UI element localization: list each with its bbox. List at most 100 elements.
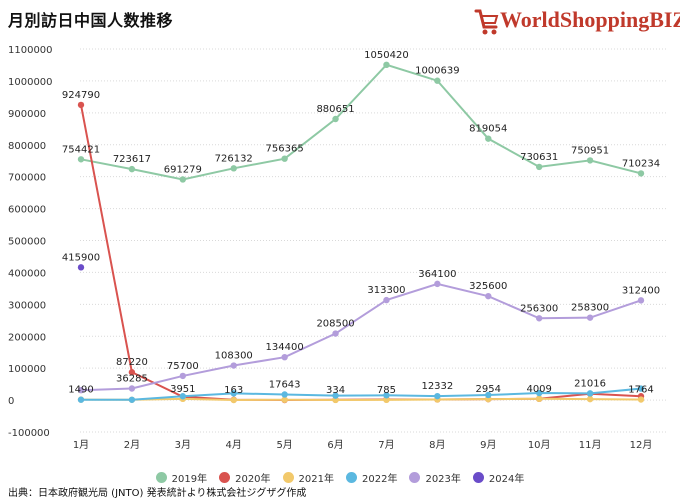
data-point [535, 163, 543, 171]
data-label: 691279 [164, 164, 202, 175]
legend-marker [472, 472, 484, 483]
y-tick-label: 900000 [8, 109, 46, 120]
data-label: 726132 [215, 153, 253, 164]
data-label: 750951 [571, 145, 609, 156]
data-point [485, 391, 492, 399]
y-tick-label: -100000 [8, 428, 50, 439]
data-point [332, 392, 339, 399]
series-line [80, 397, 642, 402]
y-tick-label: 1000000 [8, 77, 53, 88]
y-tick-label: 800000 [8, 141, 46, 152]
legend-marker [409, 472, 421, 483]
data-point [637, 396, 645, 403]
series-2022年 [77, 385, 645, 403]
data-label: 3951 [170, 384, 195, 395]
data-label: 12332 [421, 381, 453, 392]
data-point [128, 165, 136, 173]
data-label: 710234 [622, 158, 660, 169]
data-label: 2954 [476, 384, 501, 395]
series-2019年 [77, 61, 645, 183]
y-tick-label: 300000 [8, 300, 46, 311]
data-point [586, 157, 594, 164]
data-point [179, 393, 187, 400]
series-2023年 [77, 280, 645, 394]
y-tick-label: 1100000 [8, 45, 53, 56]
legend-item: 2024年 [472, 470, 524, 485]
y-tick-label: 500000 [8, 237, 46, 248]
legend-label: 2022年 [362, 474, 398, 485]
y-tick-label: 700000 [8, 173, 46, 184]
data-label: 364100 [418, 269, 456, 280]
data-label: 924790 [62, 90, 100, 101]
x-tick-label: 5月 [276, 439, 292, 451]
data-point [637, 385, 645, 392]
data-point [586, 390, 594, 397]
data-label: 134400 [266, 342, 304, 353]
data-point [586, 314, 594, 321]
data-label: 1764 [628, 385, 653, 396]
legend-marker [282, 472, 294, 483]
data-point [434, 77, 441, 84]
data-point [77, 101, 85, 109]
grid-lines [80, 48, 668, 433]
x-tick-label: 10月 [528, 439, 551, 451]
y-tick-label: 600000 [8, 205, 46, 216]
data-label: 756365 [266, 144, 304, 155]
data-point [77, 396, 85, 403]
legend-marker [155, 472, 167, 483]
x-tick-label: 9月 [480, 439, 496, 451]
source-note: 出典：日本政府観光局 (JNTO) 発表統計より株式会社ジグザグ作成 [8, 488, 307, 499]
series-line [80, 104, 642, 402]
y-tick-label: 400000 [8, 268, 46, 279]
chart-title: 月別訪日中国人数推移 [8, 11, 174, 30]
series-line [80, 63, 642, 181]
data-label: 723617 [113, 154, 151, 165]
data-point [586, 395, 594, 403]
data-point [77, 156, 85, 163]
series-2020年 [77, 101, 645, 404]
data-label: 36285 [116, 374, 148, 385]
data-point [281, 353, 288, 361]
data-label: 785 [377, 385, 396, 396]
x-tick-label: 4月 [226, 439, 242, 451]
data-label: 1490 [68, 385, 93, 396]
data-point [281, 155, 288, 162]
logo-text: WorldShopping [500, 7, 650, 32]
x-tick-label: 12月 [630, 439, 653, 451]
legend-item: 2020年 [219, 470, 271, 485]
data-point [383, 61, 390, 69]
x-tick-label: 7月 [378, 439, 394, 451]
data-label: 17643 [269, 379, 301, 390]
data-label: 87220 [116, 357, 148, 368]
data-label: 1000639 [415, 66, 460, 77]
series-2024年 [77, 264, 85, 271]
x-tick-label: 6月 [327, 439, 343, 451]
legend-label: 2019年 [171, 474, 208, 485]
data-point [485, 292, 492, 300]
logo-suffix: BIZ [649, 7, 680, 32]
data-point [383, 296, 390, 304]
data-point [535, 395, 543, 403]
data-label: 258300 [571, 303, 609, 314]
legend-item: 2021年 [282, 470, 334, 485]
data-labels: 754421 723617 691279 726132 756365 880651 1050… [62, 50, 660, 396]
data-label: 1050420 [364, 50, 409, 61]
data-label: 334 [326, 385, 345, 396]
data-label: 880651 [316, 104, 354, 115]
data-point [128, 369, 136, 376]
data-point [230, 362, 237, 369]
data-point [77, 264, 85, 271]
data-point [535, 389, 543, 397]
y-tick-label: 0 [8, 396, 14, 407]
data-point [485, 135, 492, 142]
data-point [383, 396, 390, 404]
data-point [179, 372, 187, 380]
data-label: 163 [224, 385, 243, 396]
y-tick-label: 100000 [8, 364, 46, 375]
x-tick-label: 8月 [429, 439, 445, 451]
series-line [80, 282, 642, 392]
x-tick-label: 11月 [579, 439, 602, 451]
x-tick-label: 1月 [73, 439, 89, 451]
data-label: 819054 [469, 124, 507, 135]
data-label: 4009 [526, 384, 551, 395]
